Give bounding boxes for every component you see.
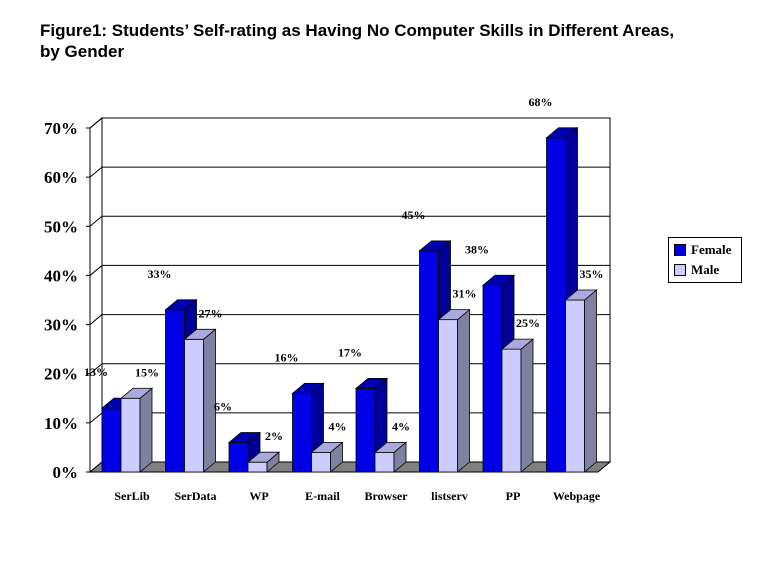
data-label-female: 6% (214, 400, 232, 414)
bar-top-male (437, 309, 471, 321)
chart-title-line-2: by Gender (40, 42, 125, 61)
gridline-diagonal (89, 166, 103, 178)
bar-female (101, 407, 122, 473)
bar-top-male (183, 328, 217, 340)
data-label-male: 4% (392, 419, 410, 433)
y-tick-label: 50% (44, 217, 78, 236)
bar-male (438, 319, 458, 473)
data-label-female: 17% (338, 345, 362, 359)
data-label-female: 33% (148, 267, 172, 281)
chart-title-line-1: Figure1: Students’ Self-rating as Having… (40, 21, 675, 40)
bar-top-female (291, 382, 325, 394)
bar-female (546, 137, 566, 473)
bar-top-female (227, 432, 262, 443)
bar-male (311, 451, 331, 473)
data-label-male: 2% (265, 429, 283, 443)
data-label-female: 13% (84, 365, 108, 379)
bar-top-male (119, 387, 154, 399)
legend-swatch-male (674, 264, 686, 276)
legend-item-female: Female (674, 242, 731, 258)
bar-female (292, 392, 312, 473)
bar-top-female (354, 378, 389, 389)
bar-female (419, 250, 439, 473)
legend-swatch-female (674, 244, 686, 256)
y-tick-label: 0% (53, 463, 79, 482)
bar-male (565, 299, 585, 473)
data-label-female: 38% (465, 242, 489, 256)
y-tick-label: 40% (44, 266, 78, 285)
y-tick-label: 10% (44, 414, 78, 433)
data-label-male: 15% (135, 365, 159, 379)
data-label-female: 45% (402, 208, 426, 222)
bar-top-female (545, 127, 579, 139)
x-tick-label: listserv (431, 489, 468, 503)
bar-female (228, 442, 249, 473)
bar-male (184, 338, 204, 473)
bar-male (247, 461, 268, 473)
gridline-diagonal (89, 412, 103, 424)
bar-female (355, 388, 376, 473)
x-tick-label: E-mail (305, 489, 340, 503)
gridline-diagonal (89, 363, 103, 375)
y-tick-label: 30% (44, 316, 78, 335)
data-label-male: 4% (329, 419, 347, 433)
bar-male (501, 348, 522, 473)
bar-female (165, 309, 185, 473)
x-tick-label: Browser (364, 489, 408, 503)
y-tick-label: 60% (44, 168, 78, 187)
bar-top-female (164, 299, 198, 311)
x-tick-label: SerData (175, 489, 217, 503)
bar-top-male (564, 289, 598, 301)
gridline-diagonal (89, 265, 103, 276)
x-tick-label: PP (506, 489, 521, 503)
bar-top-male (310, 441, 344, 453)
legend-item-male: Male (674, 262, 719, 278)
y-tick-label: 70% (44, 119, 78, 138)
bar-male (374, 451, 395, 473)
x-tick-label: WP (249, 489, 268, 503)
bar-side-male (457, 308, 470, 473)
bar-female (482, 284, 503, 473)
bar-top-male (373, 441, 408, 453)
bar-side-male (139, 387, 153, 473)
x-tick-label: Webpage (553, 489, 601, 503)
x-tick-label: SerLib (114, 489, 150, 503)
gridline-diagonal (89, 215, 103, 227)
chart-title: Figure1: Students’ Self-rating as Having… (40, 20, 740, 62)
data-label-male: 27% (199, 306, 223, 320)
gridline-diagonal (89, 314, 103, 325)
bar-top-male (500, 338, 535, 350)
data-label-male: 35% (580, 267, 604, 281)
bar-top-female (481, 274, 516, 286)
data-label-male: 31% (453, 287, 477, 301)
chart-legend: Female Male (668, 237, 742, 283)
bar-male (120, 397, 141, 473)
y-tick-label: 20% (44, 365, 78, 384)
bar-top-male (246, 451, 281, 463)
legend-label-female: Female (691, 242, 732, 257)
bar-side-male (520, 338, 534, 473)
data-label-male: 25% (516, 316, 540, 330)
bar-side-male (584, 289, 597, 473)
gridline-diagonal (89, 117, 103, 129)
chart-side-wall (89, 116, 103, 474)
legend-label-male: Male (691, 262, 720, 277)
bar-top-female (418, 240, 452, 252)
data-label-female: 68% (529, 95, 553, 109)
data-label-female: 16% (275, 350, 299, 364)
